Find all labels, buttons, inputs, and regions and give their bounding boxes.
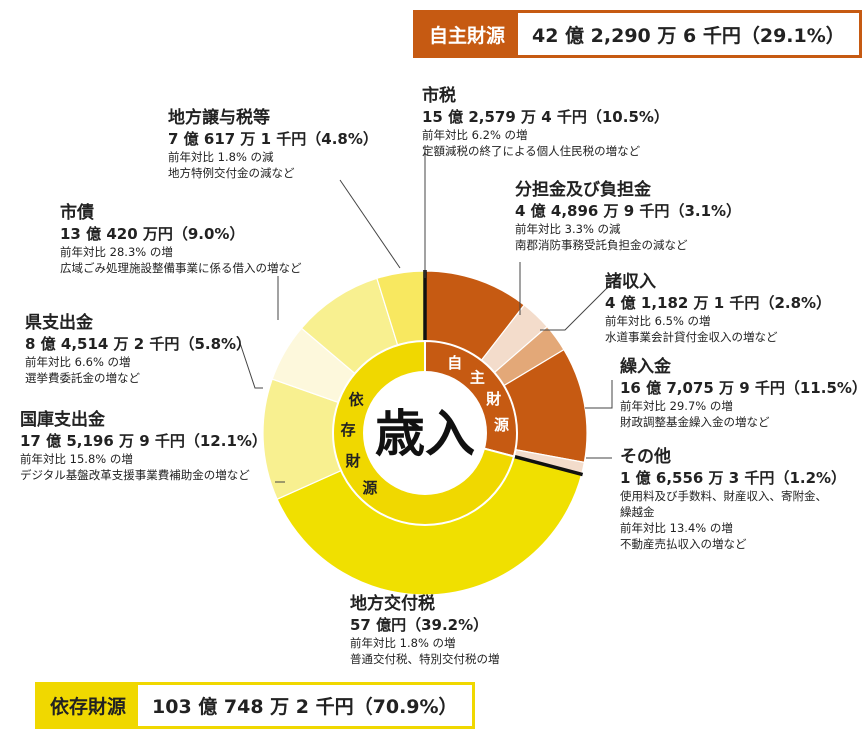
label-note: 不動産売払収入の増など <box>620 537 747 551</box>
dependent-revenue-value: 103 億 748 万 2 千円 （70.9%） <box>138 685 472 726</box>
center-label: 歳入 <box>375 405 475 463</box>
own-revenue-label: 自主財源 <box>416 13 518 55</box>
label-note: 前年対比 6.5% の増 <box>605 314 711 328</box>
label-transfers: 繰入金 16 億 7,075 万 9 千円（11.5%） 前年対比 29.7% … <box>620 357 865 430</box>
label-amount: 17 億 5,196 万 9 千円（12.1%） <box>20 432 267 450</box>
label-note: 使用料及び手数料、財産収入、寄附金、 <box>620 489 827 503</box>
label-note: 財政調整基金繰入金の増など <box>620 415 770 429</box>
own-revenue-summary: 自主財源 42 億 2,290 万 6 千円 （29.1%） <box>413 10 862 58</box>
label-note: 前年対比 1.8% の減 <box>168 150 274 164</box>
leader-line <box>239 342 263 389</box>
own-revenue-amount: 42 億 2,290 万 6 千円 <box>532 24 741 47</box>
label-name: その他 <box>620 447 671 467</box>
dependent-revenue-amount: 103 億 748 万 2 千円 <box>152 696 354 718</box>
label-amount: 8 億 4,514 万 2 千円（5.8%） <box>25 335 252 353</box>
dependent-ring-char: 財 <box>344 452 360 470</box>
own-ring-char: 財 <box>485 390 501 408</box>
label-note: 南郡消防事務受託負担金の減など <box>515 238 688 252</box>
own-revenue-percent: （29.1%） <box>740 24 845 47</box>
label-local-transfer-tax: 地方譲与税等 7 億 617 万 1 千円（4.8%） 前年対比 1.8% の減… <box>168 108 378 181</box>
label-name: 地方譲与税等 <box>168 108 270 128</box>
own-ring-char: 自 <box>447 354 462 372</box>
label-amount: 13 億 420 万円（9.0%） <box>60 225 245 243</box>
label-name: 繰入金 <box>620 357 671 377</box>
label-name: 分担金及び負担金 <box>515 180 651 200</box>
label-amount: 4 億 1,182 万 1 千円（2.8%） <box>605 294 832 312</box>
label-note: 前年対比 15.8% の増 <box>20 452 133 466</box>
label-note: 繰越金 <box>620 505 655 519</box>
label-amount: 1 億 6,556 万 3 千円（1.2%） <box>620 469 847 487</box>
label-amount: 4 億 4,896 万 9 千円（3.1%） <box>515 202 742 220</box>
label-local-allocation-tax: 地方交付税 57 億円（39.2%） 前年対比 1.8% の増 普通交付税、特別… <box>350 594 500 667</box>
label-name: 国庫支出金 <box>20 410 105 430</box>
label-amount: 15 億 2,579 万 4 千円（10.5%） <box>422 108 669 126</box>
label-city-tax: 市税 15 億 2,579 万 4 千円（10.5%） 前年対比 6.2% の増… <box>422 86 669 159</box>
label-name: 地方交付税 <box>350 594 435 614</box>
dependent-revenue-percent: （70.9%） <box>353 696 458 718</box>
label-note: 前年対比 3.3% の減 <box>515 222 621 236</box>
dependent-ring-char: 依 <box>349 391 365 409</box>
label-note: 広域ごみ処理施設整備事業に係る借入の増など <box>60 261 302 275</box>
dependent-ring-char: 存 <box>341 421 356 439</box>
label-note: 前年対比 13.4% の増 <box>620 521 733 535</box>
label-misc-revenue: 諸収入 4 億 1,182 万 1 千円（2.8%） 前年対比 6.5% の増 … <box>605 272 831 345</box>
label-prefectural-subsidy: 県支出金 8 億 4,514 万 2 千円（5.8%） 前年対比 6.6% の増… <box>25 313 251 386</box>
center-disc <box>363 371 487 495</box>
label-note: 水道事業会計貸付金収入の増など <box>605 330 778 344</box>
label-contributions: 分担金及び負担金 4 億 4,896 万 9 千円（3.1%） 前年対比 3.3… <box>515 180 741 253</box>
label-note: 地方特例交付金の減など <box>168 166 295 180</box>
label-note: 前年対比 28.3% の増 <box>60 245 173 259</box>
label-name: 市税 <box>422 86 456 106</box>
dependent-ring-char: 源 <box>362 479 377 497</box>
label-amount: 16 億 7,075 万 9 千円（11.5%） <box>620 379 865 397</box>
own-ring-char: 主 <box>470 369 485 387</box>
label-other: その他 1 億 6,556 万 3 千円（1.2%） 使用料及び手数料、財産収入… <box>620 447 846 552</box>
group-separator <box>513 454 584 477</box>
dependent-revenue-summary: 依存財源 103 億 748 万 2 千円 （70.9%） <box>35 682 475 729</box>
label-municipal-bonds: 市債 13 億 420 万円（9.0%） 前年対比 28.3% の増 広域ごみ処… <box>60 203 302 276</box>
label-amount: 7 億 617 万 1 千円（4.8%） <box>168 130 378 148</box>
label-note: 普通交付税、特別交付税の増 <box>350 652 500 666</box>
own-ring-char: 源 <box>494 416 509 434</box>
label-note: デジタル基盤改革支援事業費補助金の増など <box>20 468 250 482</box>
dependent-revenue-label: 依存財源 <box>38 685 138 726</box>
leader-line <box>339 179 401 269</box>
label-name: 諸収入 <box>605 272 656 292</box>
label-national-subsidy: 国庫支出金 17 億 5,196 万 9 千円（12.1%） 前年対比 15.8… <box>20 410 267 483</box>
own-revenue-value: 42 億 2,290 万 6 千円 （29.1%） <box>518 13 859 55</box>
label-amount: 57 億円（39.2%） <box>350 616 489 634</box>
label-note: 前年対比 6.2% の増 <box>422 128 528 142</box>
label-name: 市債 <box>60 203 94 223</box>
leader-line <box>540 284 611 331</box>
label-note: 前年対比 29.7% の増 <box>620 399 733 413</box>
label-note: 選挙費委託金の増など <box>25 371 140 385</box>
label-note: 前年対比 1.8% の増 <box>350 636 456 650</box>
leader-line <box>585 380 613 409</box>
label-note: 定額減税の終了による個人住民税の増など <box>422 144 641 158</box>
label-note: 前年対比 6.6% の増 <box>25 355 131 369</box>
label-name: 県支出金 <box>25 313 93 333</box>
